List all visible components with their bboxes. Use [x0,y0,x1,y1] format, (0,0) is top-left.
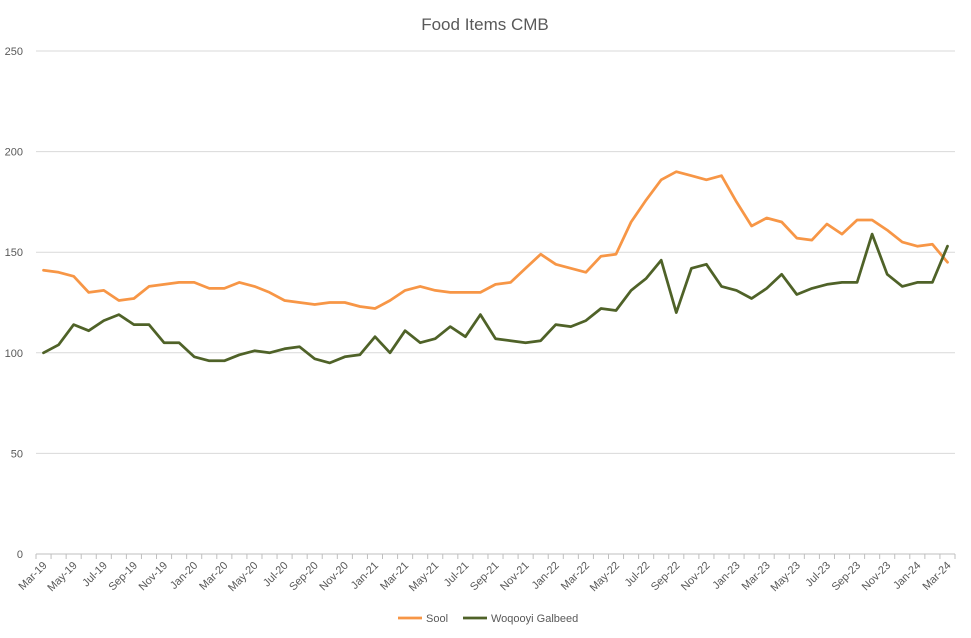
x-tick-label: Sep-20 [287,560,321,594]
legend: Sool Woqooyi Galbeed [398,613,578,625]
y-tick-label: 0 [17,549,23,561]
legend-label: Woqooyi Galbeed [491,613,578,625]
series-lines [42,170,949,365]
x-tick-label: Nov-23 [860,560,894,594]
y-axis: 0 50 100 150 200 250 [5,46,23,561]
x-tick-label: Mar-22 [559,560,592,593]
x-tick-label: May-21 [407,560,441,594]
x-tick-label: Mar-19 [17,560,50,593]
legend-label: Sool [426,613,448,625]
gridlines [36,50,955,454]
x-tick-label: Sep-19 [106,560,140,594]
x-tick-label: Jan-23 [710,560,742,592]
x-tick-label: Jan-20 [168,560,200,592]
series-line-2 [42,232,949,365]
series-line-1 [42,170,949,310]
chart-title: Food Items CMB [421,15,549,34]
x-tick-label: Sep-23 [830,560,864,594]
x-tick-label: Nov-21 [498,560,532,594]
x-tick-label: May-19 [45,560,79,594]
x-tick-label: Mar-20 [197,560,230,593]
x-tick-label: May-23 [769,560,803,594]
x-tick-label: Jan-24 [891,560,923,592]
x-tick-label: Nov-19 [137,560,171,594]
x-tick-label: Jan-21 [349,560,381,592]
x-tick-label: Nov-22 [679,560,713,594]
y-tick-label: 250 [5,46,23,58]
x-tick-label: Mar-23 [740,560,773,593]
x-tick-label: May-20 [226,560,260,594]
y-tick-label: 100 [5,348,23,360]
y-tick-label: 200 [5,147,23,159]
x-tick-label: Mar-21 [378,560,411,593]
x-tick-label: Nov-20 [317,560,351,594]
y-tick-label: 50 [11,448,23,460]
x-tick-label: May-22 [588,560,622,594]
x-tick-label: Jan-22 [530,560,562,592]
y-tick-label: 150 [5,247,23,259]
x-tick-label: Mar-24 [920,560,953,593]
x-tick-label: Sep-21 [468,560,502,594]
x-tick-label: Sep-22 [649,560,683,594]
